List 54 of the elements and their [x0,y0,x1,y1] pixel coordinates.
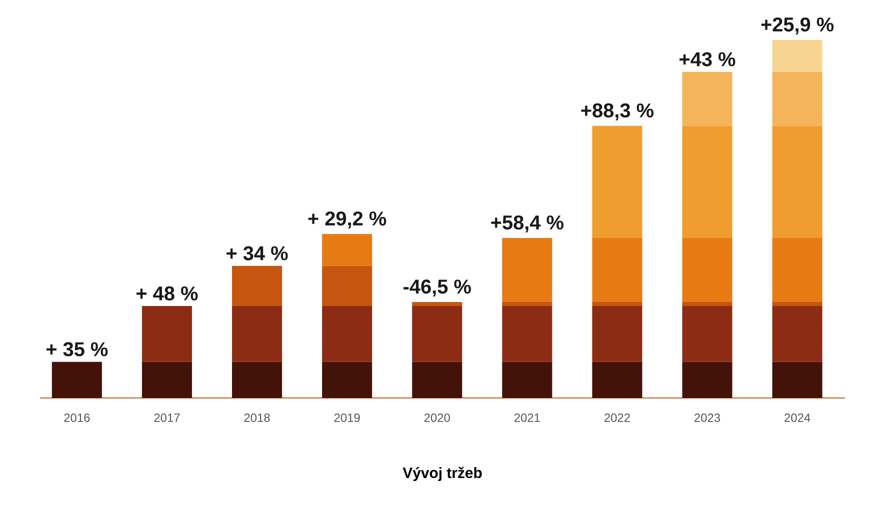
bar [232,362,282,398]
x-tick-label: 2020 [424,414,450,422]
bar [772,362,822,398]
bar [412,302,462,306]
x-tick-label: 2019 [334,414,360,422]
bar [322,306,372,362]
bar [772,126,822,238]
x-tick-label: 2017 [154,414,180,422]
bar [322,362,372,398]
bar [592,238,642,302]
bar [142,306,192,362]
bar [592,126,642,238]
bar [772,306,822,362]
annotation: +58,4 % [491,215,564,232]
annotation: + 48 % [136,286,198,300]
text: +25,9 % [761,17,834,34]
x-axis-title: Vývoj tržeb [402,466,482,482]
bar [322,266,372,306]
annotation: -46,5 % [404,280,471,297]
annotation: +88,3 % [581,103,654,120]
bar [682,72,732,126]
bar [682,306,732,362]
bar [322,234,372,266]
bar [142,362,192,398]
annotation: + 34 % [226,246,288,260]
annotation: + 29,2 % [308,212,386,228]
bar [232,306,282,362]
bar [682,126,732,238]
bar [412,362,462,398]
bar [592,302,642,306]
bar [502,302,552,306]
bar [682,302,732,306]
bar [592,306,642,362]
bar [52,362,102,398]
annotation: + 35 % [46,342,108,356]
x-tick-label: 2024 [784,414,810,422]
bar [682,362,732,398]
bar [772,40,822,72]
x-tick-label: 2016 [64,414,90,422]
x-tick-label: 2018 [244,414,270,422]
bar [592,362,642,398]
bar [232,266,282,306]
bar [682,238,732,302]
bar [772,72,822,126]
annotation: +43 % [680,52,736,66]
x-tick-label: 2023 [694,414,720,422]
bar [502,362,552,398]
bar [772,302,822,306]
bar [412,306,462,362]
x-tick-label: 2022 [604,414,630,422]
bar [772,238,822,302]
x-tick-label: 2021 [514,414,540,422]
bar [502,238,552,302]
bar [502,306,552,362]
